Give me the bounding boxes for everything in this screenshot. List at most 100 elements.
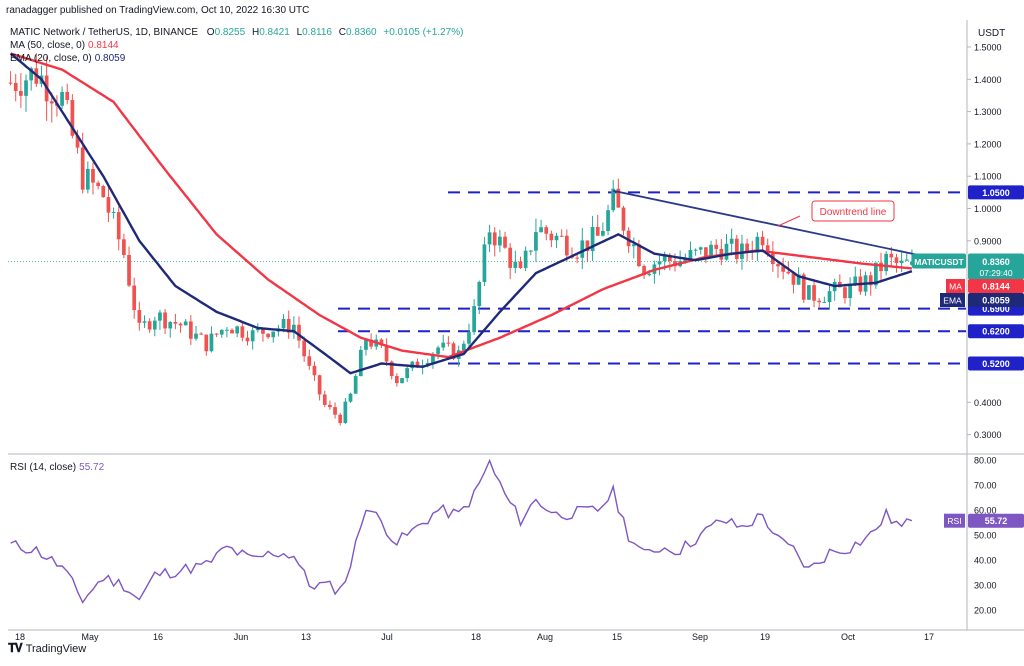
candle-body [827,291,832,303]
ema-tag-value: 0.8059 [982,296,1010,306]
open-label: O [206,27,215,38]
ema-legend[interactable]: EMA (20, close, 0) 0.8059 [10,53,125,64]
candle-body [910,261,914,265]
candle-body [281,318,286,329]
candle-body [575,257,579,259]
candle-body [606,210,610,231]
candle-body [528,250,533,252]
time-tick-label: Aug [537,632,553,642]
candle-body [776,264,780,267]
close-label: C [338,27,346,38]
rsi-line-group [10,458,913,604]
price-level-tag-label: 1.0500 [982,188,1010,198]
open-value: 0.8255 [214,27,246,38]
candle-body [487,232,492,245]
rsi-line [10,458,913,604]
tradingview-brand[interactable]: 𝐓𝐕 TradingView [8,641,86,656]
rsi-tag-label: RSI [947,516,961,526]
price-tick-label: 0.9000 [974,236,1002,246]
price-tick-label: 1.3000 [974,107,1002,117]
candle-body [395,376,399,384]
candle-body [786,271,791,274]
candle-body [894,257,899,264]
candle-body [616,188,621,208]
candle-body [436,347,440,354]
candle-body [523,250,528,268]
candle-body [601,230,605,236]
rsi-legend[interactable]: RSI (14, close) 55.72 [10,462,104,473]
candle-body [554,235,559,241]
candle-body [879,262,883,272]
rsi-tick-label: 70.00 [974,481,997,491]
candle-body [472,306,476,333]
downtrend-line [613,189,936,260]
candle-body [24,80,28,96]
candle-body [647,273,652,276]
tradingview-logo-icon: 𝐓𝐕 [8,641,23,655]
candle-body [796,274,801,285]
candle-body [65,91,70,100]
ema-line [9,52,913,375]
candle-body [204,334,209,352]
candle-body [868,275,873,286]
time-tick-label: 13 [301,632,311,642]
candle-body [19,90,23,96]
candle-body [199,333,203,335]
candle-body [889,253,894,258]
candle-body [348,393,353,402]
candle-body [801,274,806,300]
symbol-ohlc-legend: MATIC Network / TetherUS, 1D, BINANCE O0… [10,27,463,38]
brand-name: TradingView [25,642,87,655]
candle-body [312,365,317,376]
ma-tag-label-box [946,279,965,293]
candle-body [451,343,456,359]
price-tick-label: 0.3000 [974,430,1002,440]
candle-body [724,243,729,260]
candle-body [508,247,513,268]
low-label: L [296,27,303,38]
candle-body [611,188,616,211]
candle-body [662,255,667,262]
time-tick-label: 19 [760,632,770,642]
candle-body [101,186,106,198]
time-tick-label: 16 [153,632,163,642]
candle-body [13,82,18,91]
candle-body [683,258,688,262]
candle-body [333,407,337,415]
rsi-legend-value: 55.72 [79,462,105,473]
annotation-box [811,200,895,222]
time-tick-label: 17 [924,632,934,642]
price-tick-label: 1.1000 [974,172,1002,182]
candle-body [297,324,301,341]
candle-body [626,230,631,247]
price-level-tag-label: 0.6900 [982,304,1010,314]
candle-body [142,321,147,323]
symbol-title: MATIC Network / TetherUS, 1D, BINANCE [10,27,199,38]
price-tick-label: 1.2000 [974,139,1002,149]
time-tick-label: May [81,632,99,642]
candle-body [271,331,276,338]
ma-legend[interactable]: MA (50, close, 0) 0.8144 [10,40,119,51]
ema-legend-label: EMA (20, close, 0) [10,53,92,64]
candle-body [559,235,564,237]
candle-body [322,394,327,405]
candle-body [132,285,137,311]
candle-body [384,345,389,362]
candle-body [70,99,75,136]
candle-body [755,236,760,253]
time-tick-label: Oct [841,632,856,642]
close-value: 0.8360 [345,27,377,38]
candle-body [49,101,54,104]
candle-body [188,321,193,339]
candle-body [482,244,487,282]
candle-body [431,353,435,363]
candle-body [85,168,90,190]
candle-body [461,343,466,351]
candle-body [904,259,909,261]
price-level-tag [968,356,1024,371]
time-tick-label: Jul [381,632,393,642]
candle-body [111,212,116,214]
candle-body [168,322,173,329]
candle-body [513,261,518,268]
